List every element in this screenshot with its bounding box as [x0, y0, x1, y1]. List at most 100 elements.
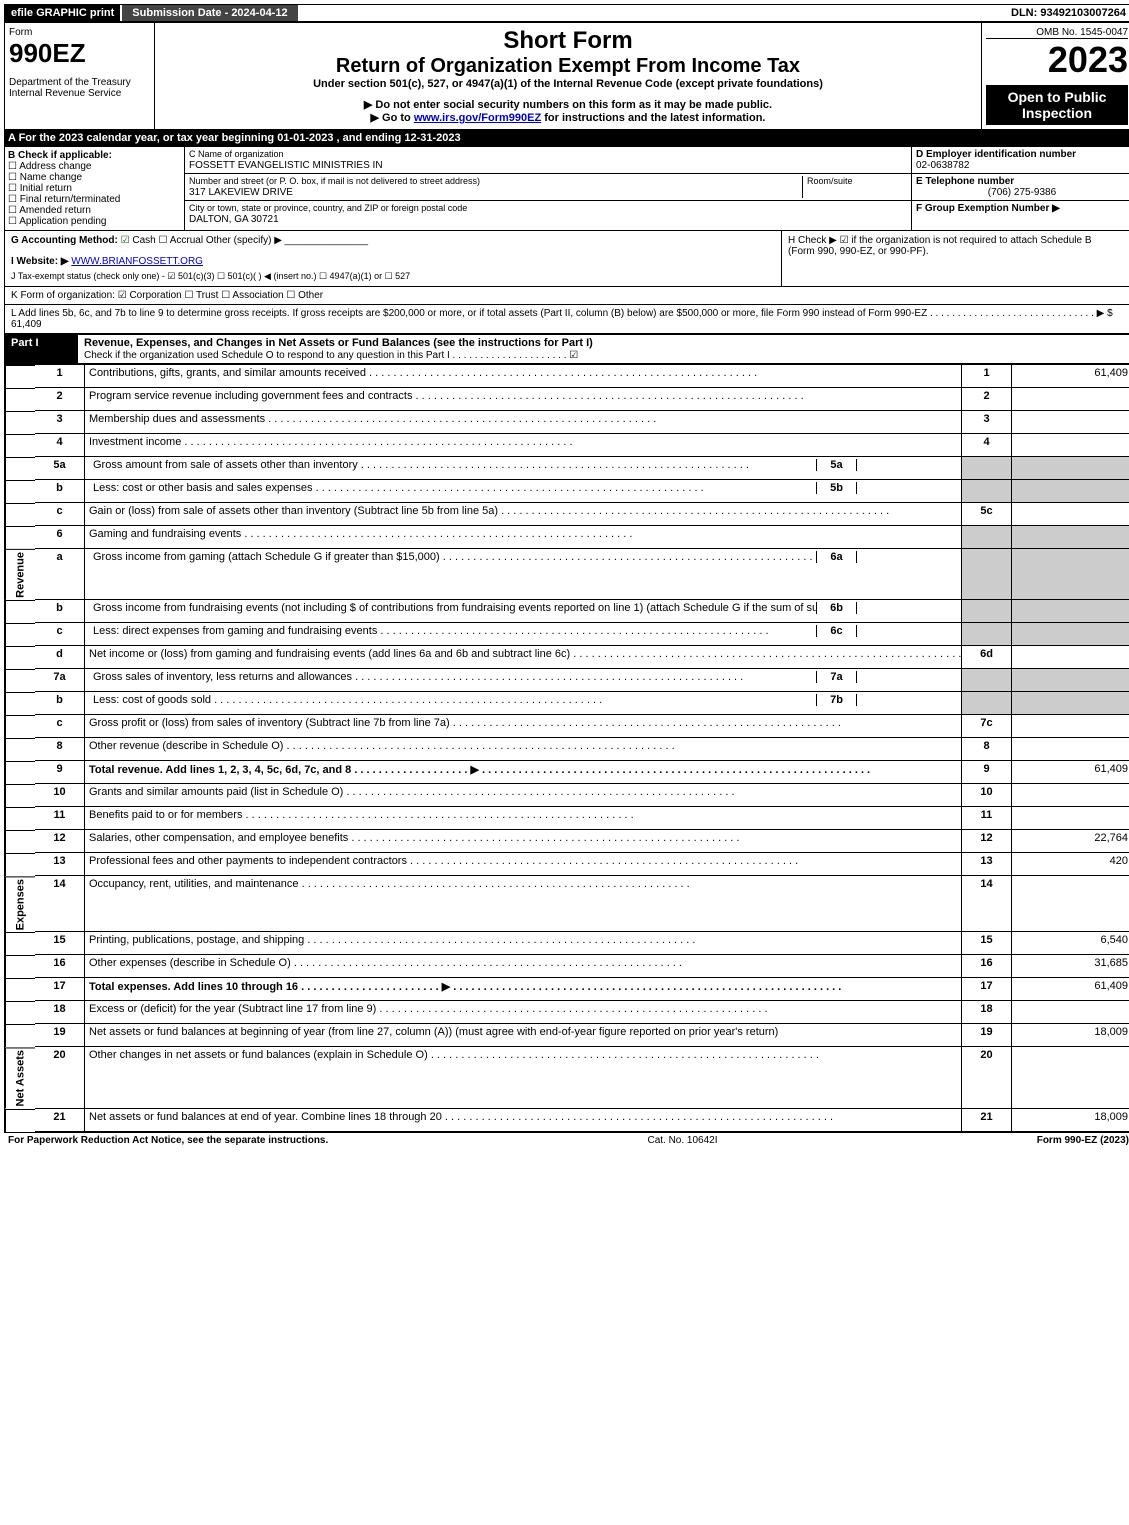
- line-value: [1012, 623, 1129, 646]
- line-value: [1012, 784, 1129, 807]
- line-desc: Net assets or fund balances at beginning…: [85, 1024, 962, 1047]
- form-id-block: Form 990EZ Department of the Treasury In…: [5, 23, 155, 129]
- check-accrual[interactable]: Accrual: [159, 235, 204, 246]
- vert-cell: [5, 1001, 35, 1024]
- warn1: ▶ Do not enter social security numbers o…: [159, 98, 977, 111]
- line-value: [1012, 646, 1129, 669]
- vert-cell: [5, 853, 35, 876]
- vert-cell: [5, 784, 35, 807]
- section-def: D Employer identification number 02-0638…: [912, 147, 1129, 230]
- line-value: [1012, 807, 1129, 830]
- vert-cell: [5, 623, 35, 646]
- line-right-num: 14: [962, 876, 1012, 932]
- vert-cell: [5, 692, 35, 715]
- footer-left: For Paperwork Reduction Act Notice, see …: [8, 1135, 328, 1146]
- vert-cell: [5, 738, 35, 761]
- omb-number: OMB No. 1545-0047: [986, 27, 1128, 39]
- efile-label: efile GRAPHIC print: [5, 5, 120, 21]
- irs-link[interactable]: www.irs.gov/Form990EZ: [414, 112, 541, 124]
- line-row: 9Total revenue. Add lines 1, 2, 3, 4, 5c…: [4, 761, 1129, 784]
- vert-cell: [5, 365, 35, 388]
- year-block: OMB No. 1545-0047 2023 Open to Public In…: [982, 23, 1129, 129]
- website-link[interactable]: WWW.BRIANFOSSETT.ORG: [71, 256, 203, 267]
- part-1-check: Check if the organization used Schedule …: [84, 350, 578, 361]
- line-value: [1012, 457, 1129, 480]
- line-num: c: [35, 715, 85, 738]
- line-num: 14: [35, 876, 85, 932]
- line-desc: Net income or (loss) from gaming and fun…: [85, 646, 962, 669]
- line-row: 18Excess or (deficit) for the year (Subt…: [4, 1001, 1129, 1024]
- vert-cell: Net Assets: [5, 1047, 35, 1108]
- part-1-label: Part I: [4, 334, 78, 364]
- line-desc: Occupancy, rent, utilities, and maintena…: [85, 876, 962, 932]
- line-right-num: 5c: [962, 503, 1012, 526]
- line-num: 21: [35, 1109, 85, 1132]
- footer-cat: Cat. No. 10642I: [647, 1135, 717, 1146]
- line-num: 20: [35, 1047, 85, 1108]
- org-street: 317 LAKEVIEW DRIVE: [189, 187, 293, 198]
- line-num: 7a: [35, 669, 85, 692]
- check-amended[interactable]: Amended return: [8, 205, 91, 216]
- vert-cell: [5, 388, 35, 411]
- section-c: C Name of organization FOSSETT EVANGELIS…: [185, 147, 912, 230]
- section-a: A For the 2023 calendar year, or tax yea…: [4, 130, 1129, 146]
- org-city: DALTON, GA 30721: [189, 214, 279, 225]
- line-row: 6Gaming and fundraising events: [4, 526, 1129, 549]
- line-desc: Total expenses. Add lines 10 through 16 …: [85, 978, 962, 1001]
- line-desc: Less: cost of goods sold7b: [85, 692, 962, 715]
- line-value: 22,764: [1012, 830, 1129, 853]
- open-public-badge: Open to Public Inspection: [986, 85, 1128, 125]
- line-desc: Gross profit or (loss) from sales of inv…: [85, 715, 962, 738]
- line-num: 13: [35, 853, 85, 876]
- vert-cell: [5, 978, 35, 1001]
- line-row: cGross profit or (loss) from sales of in…: [4, 715, 1129, 738]
- vert-cell: [5, 1109, 35, 1132]
- line-row: 19Net assets or fund balances at beginni…: [4, 1024, 1129, 1047]
- line-desc: Program service revenue including govern…: [85, 388, 962, 411]
- line-value: [1012, 600, 1129, 623]
- vert-cell: [5, 669, 35, 692]
- check-pending[interactable]: Application pending: [8, 216, 107, 227]
- line-value: 18,009: [1012, 1109, 1129, 1132]
- section-i: I Website: ▶ WWW.BRIANFOSSETT.ORG: [11, 256, 775, 267]
- vert-cell: [5, 1024, 35, 1047]
- line-value: [1012, 692, 1129, 715]
- line-value: 31,685: [1012, 955, 1129, 978]
- line-row: 21Net assets or fund balances at end of …: [4, 1109, 1129, 1132]
- line-row: dNet income or (loss) from gaming and fu…: [4, 646, 1129, 669]
- line-desc: Gain or (loss) from sale of assets other…: [85, 503, 962, 526]
- line-row: 16Other expenses (describe in Schedule O…: [4, 955, 1129, 978]
- line-right-num: 17: [962, 978, 1012, 1001]
- check-final[interactable]: Final return/terminated: [8, 194, 120, 205]
- line-right-num: 6d: [962, 646, 1012, 669]
- section-h: H Check ▶ ☑ if the organization is not r…: [782, 231, 1129, 286]
- group-exemption-label: F Group Exemption Number ▶: [916, 203, 1060, 214]
- vert-cell: [5, 526, 35, 549]
- line-num: b: [35, 600, 85, 623]
- line-row: bGross income from fundraising events (n…: [4, 600, 1129, 623]
- line-num: 15: [35, 932, 85, 955]
- line-desc: Gross income from gaming (attach Schedul…: [85, 549, 962, 600]
- line-row: 1Contributions, gifts, grants, and simil…: [4, 365, 1129, 388]
- line-desc: Printing, publications, postage, and shi…: [85, 932, 962, 955]
- line-row: cGain or (loss) from sale of assets othe…: [4, 503, 1129, 526]
- line-right-num: [962, 692, 1012, 715]
- title-block: Short Form Return of Organization Exempt…: [155, 23, 982, 129]
- line-desc: Less: direct expenses from gaming and fu…: [85, 623, 962, 646]
- line-desc: Benefits paid to or for members: [85, 807, 962, 830]
- line-row: 5aGross amount from sale of assets other…: [4, 457, 1129, 480]
- main-title: Return of Organization Exempt From Incom…: [159, 55, 977, 78]
- line-value: [1012, 411, 1129, 434]
- check-cash[interactable]: Cash: [121, 235, 156, 246]
- check-initial[interactable]: Initial return: [8, 183, 72, 194]
- check-name[interactable]: Name change: [8, 172, 82, 183]
- line-value: [1012, 549, 1129, 600]
- line-row: bLess: cost of goods sold7b: [4, 692, 1129, 715]
- line-num: 11: [35, 807, 85, 830]
- check-address[interactable]: Address change: [8, 161, 91, 172]
- vert-cell: [5, 715, 35, 738]
- short-form-title: Short Form: [159, 27, 977, 55]
- section-j: J Tax-exempt status (check only one) - ☑…: [11, 271, 775, 282]
- vert-cell: Expenses: [5, 876, 35, 932]
- line-num: 18: [35, 1001, 85, 1024]
